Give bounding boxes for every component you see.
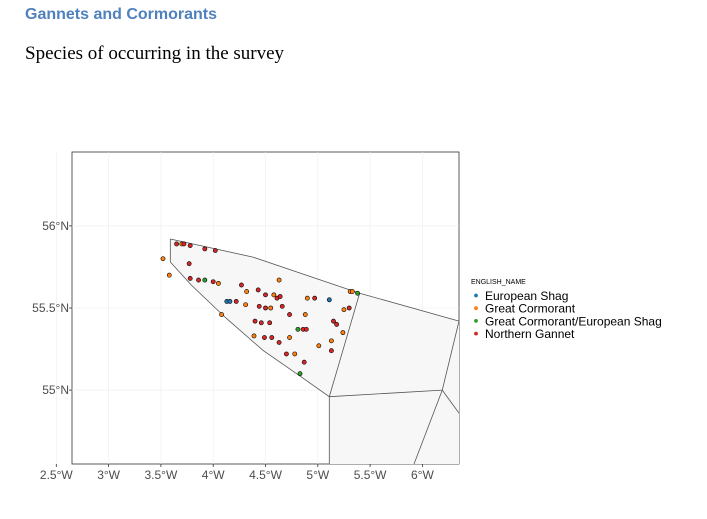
legend-entry-label: Great Cormorant <box>485 302 576 316</box>
point-northern-gannet <box>258 320 264 326</box>
point-northern-gannet <box>276 340 282 345</box>
point-great-cormorant <box>251 333 257 339</box>
point-great-cormorant <box>340 330 346 336</box>
point-european-shag <box>227 299 233 304</box>
point-great-cormorant <box>328 338 334 344</box>
point-northern-gannet <box>174 241 179 247</box>
point-great-cormorant <box>268 305 274 311</box>
point-great-cormorant <box>166 272 172 278</box>
point-northern-gannet <box>346 305 352 311</box>
point-northern-gannet <box>334 322 340 327</box>
section-subheading: Species of occurring in the survey <box>25 43 285 64</box>
region-boundary <box>169 239 361 398</box>
point-northern-gannet <box>233 299 239 304</box>
point-northern-gannet <box>252 318 258 324</box>
legend-entry-label: European Shag <box>485 289 568 303</box>
y-axis-ticks: 56°N 55.5°N 55°N <box>32 219 72 397</box>
point-great-cormorant <box>271 292 277 298</box>
point-great-cormorant <box>287 335 292 340</box>
legend-entry-label: Great Cormorant/European Shag <box>485 314 662 328</box>
point-great-cormorant <box>160 256 166 262</box>
region-boundaries <box>169 238 460 465</box>
point-northern-gannet <box>262 335 267 340</box>
point-great-cormorant <box>219 312 224 317</box>
point-northern-gannet <box>287 312 292 317</box>
y-tick-label: 55°N <box>42 383 69 397</box>
x-tick-label: 3.5°W <box>144 468 177 482</box>
point-great-cormorant-european-shag <box>297 371 303 377</box>
point-northern-gannet <box>181 241 187 247</box>
legend-key <box>474 319 478 323</box>
region-boundary <box>413 389 443 465</box>
x-tick-label: 3°W <box>97 468 120 482</box>
point-great-cormorant <box>244 289 250 294</box>
x-tick-label: 5°W <box>306 468 329 482</box>
legend-entry-label: Northern Gannet <box>485 327 575 341</box>
point-northern-gannet <box>303 326 309 332</box>
point-northern-gannet <box>187 276 193 281</box>
point-northern-gannet <box>267 320 273 326</box>
point-northern-gannet <box>255 287 261 293</box>
survey-points <box>160 241 360 377</box>
point-northern-gannet <box>196 277 201 283</box>
point-northern-gannet <box>186 261 192 267</box>
survey-area-fill <box>170 239 460 397</box>
point-great-cormorant <box>243 302 249 308</box>
point-great-cormorant <box>292 351 298 357</box>
point-northern-gannet <box>284 351 289 357</box>
lower-region-fill <box>329 293 459 464</box>
point-great-cormorant <box>276 277 282 283</box>
point-great-cormorant-european-shag <box>355 290 360 296</box>
point-european-shag <box>326 297 332 303</box>
x-tick-label: 4.5°W <box>249 468 282 482</box>
point-northern-gannet <box>187 243 193 248</box>
point-northern-gannet <box>312 295 318 301</box>
point-great-cormorant <box>349 289 355 294</box>
x-tick-label: 6°W <box>411 468 434 482</box>
point-northern-gannet <box>328 348 334 354</box>
x-tick-label: 5.5°W <box>354 468 387 482</box>
point-northern-gannet <box>301 359 307 365</box>
region-boundary <box>170 238 460 322</box>
section-heading: Gannets and Cormorants <box>25 6 218 23</box>
point-great-cormorant-european-shag <box>295 326 301 332</box>
point-northern-gannet <box>279 303 285 309</box>
point-great-cormorant-european-shag <box>202 277 208 283</box>
point-northern-gannet <box>210 279 216 285</box>
region-boundary <box>329 321 460 398</box>
point-northern-gannet <box>256 303 262 309</box>
legend-key <box>474 306 478 311</box>
x-tick-label: 2.5°W <box>40 468 73 482</box>
point-northern-gannet <box>212 248 218 253</box>
point-great-cormorant <box>302 312 308 317</box>
point-great-cormorant <box>316 343 322 349</box>
y-tick-label: 56°N <box>42 219 69 233</box>
point-northern-gannet <box>277 294 283 299</box>
point-great-cormorant <box>216 280 221 286</box>
region-boundary <box>441 389 460 414</box>
y-tick-label: 55.5°N <box>32 301 69 315</box>
legend-title: ENGLISH_NAME <box>471 279 526 286</box>
point-northern-gannet <box>202 246 208 252</box>
x-axis-ticks: 2.5°W 3°W 3.5°W 4°W 4.5°W 5°W 5.5°W 6°W <box>40 464 434 482</box>
legend-key <box>474 331 478 336</box>
point-northern-gannet <box>263 305 268 311</box>
x-tick-label: 4°W <box>202 468 225 482</box>
legend-key <box>474 293 478 298</box>
point-great-cormorant <box>304 295 310 301</box>
point-northern-gannet <box>239 282 244 288</box>
point-northern-gannet <box>331 318 336 324</box>
point-northern-gannet <box>269 335 275 340</box>
point-northern-gannet <box>263 292 268 298</box>
point-great-cormorant <box>341 307 347 313</box>
